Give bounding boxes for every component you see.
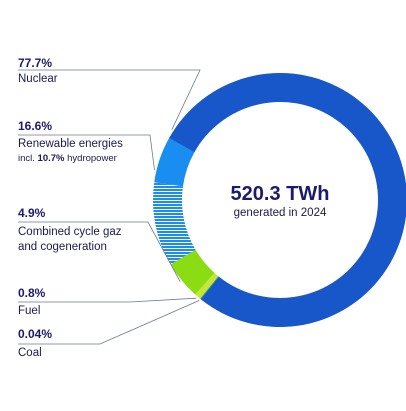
fuel-label: Fuel <box>18 305 41 317</box>
nuclear-percent: 77.7% <box>18 56 53 70</box>
coal-percent: 0.04% <box>18 327 53 341</box>
slice-coal <box>200 276 219 300</box>
slice-fuel <box>195 272 219 299</box>
slice-renewables <box>154 137 195 187</box>
gas-percent: 4.9% <box>18 206 46 220</box>
leader-line-nuclear <box>18 69 201 130</box>
center-total: 520.3 TWh <box>230 183 330 205</box>
renewables-sublabel: incl. 10.7% hydropower <box>18 153 117 164</box>
gas-label-line2: and cogeneration <box>18 241 107 253</box>
renewables-label: Renewable energies <box>18 138 123 150</box>
slice-gas <box>170 249 215 295</box>
slice-renewables-hydropower <box>153 182 196 265</box>
leader-line-gas <box>18 221 181 282</box>
nuclear-label: Nuclear <box>18 73 58 85</box>
leader-line-renewables <box>18 134 155 171</box>
gas-label-line1: Combined cycle gaz <box>18 226 122 238</box>
leader-line-fuel <box>18 297 197 303</box>
renewables-percent: 16.6% <box>18 119 53 133</box>
center-caption: generated in 2024 <box>233 207 327 219</box>
leader-line-coal <box>18 300 200 345</box>
coal-label: Coal <box>18 347 42 359</box>
fuel-percent: 0.8% <box>18 286 46 300</box>
